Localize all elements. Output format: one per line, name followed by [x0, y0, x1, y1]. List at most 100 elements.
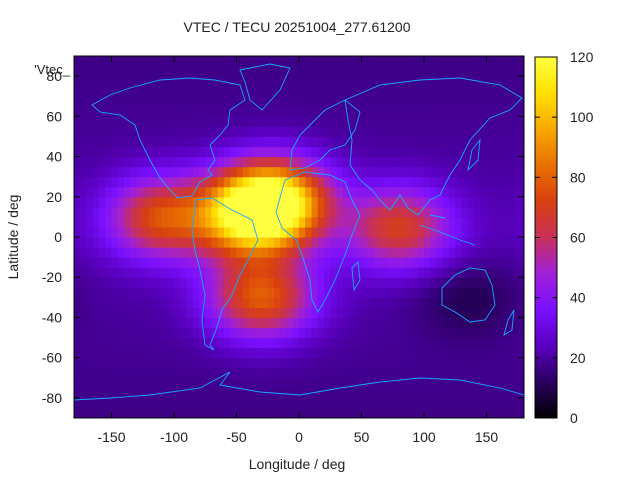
- heatmap-cell: [480, 347, 488, 359]
- heatmap-cell: [224, 116, 231, 127]
- heatmap-cell: [274, 166, 281, 178]
- heatmap-cell: [80, 397, 88, 409]
- heatmap-cell: [311, 277, 319, 288]
- heatmap-cell: [449, 337, 456, 349]
- heatmap-cell: [499, 277, 506, 288]
- heatmap-cell: [230, 347, 238, 359]
- heatmap-cell: [449, 196, 456, 208]
- heatmap-cell: [86, 166, 94, 178]
- heatmap-cell: [455, 367, 463, 379]
- heatmap-cell: [399, 247, 406, 258]
- heatmap-cell: [80, 186, 88, 198]
- heatmap-cell: [280, 116, 288, 127]
- heatmap-cell: [149, 297, 156, 308]
- heatmap-cell: [311, 237, 319, 248]
- heatmap-cell: [217, 146, 225, 158]
- heatmap-cell: [499, 66, 506, 77]
- heatmap-cell: [336, 186, 344, 198]
- heatmap-cell: [174, 277, 181, 288]
- heatmap-cell: [342, 186, 350, 198]
- heatmap-cell: [330, 56, 338, 67]
- heatmap-cell: [330, 237, 338, 248]
- heatmap-cell: [386, 247, 394, 258]
- heatmap-cell: [330, 307, 338, 319]
- heatmap-cell: [99, 56, 106, 67]
- heatmap-cell: [461, 86, 469, 97]
- heatmap-cell: [74, 257, 81, 268]
- heatmap-cell: [99, 176, 106, 188]
- heatmap-cell: [199, 66, 206, 77]
- heatmap-cell: [517, 267, 524, 278]
- heatmap-cell: [330, 116, 338, 127]
- heatmap-cell: [411, 307, 419, 319]
- heatmap-cell: [449, 126, 456, 138]
- heatmap-cell: [336, 106, 344, 117]
- heatmap-cell: [374, 367, 381, 379]
- heatmap-cell: [217, 186, 225, 198]
- heatmap-cell: [211, 176, 219, 188]
- heatmap-cell: [292, 126, 300, 138]
- heatmap-cell: [480, 196, 488, 208]
- heatmap-cell: [80, 106, 88, 117]
- heatmap-cell: [305, 297, 313, 308]
- heatmap-cell: [411, 126, 419, 138]
- heatmap-cell: [274, 297, 281, 308]
- heatmap-cell: [205, 267, 213, 278]
- heatmap-cell: [111, 357, 119, 369]
- heatmap-cell: [242, 196, 250, 208]
- heatmap-cell: [174, 397, 181, 409]
- heatmap-cell: [492, 327, 500, 339]
- heatmap-cell: [480, 327, 488, 339]
- heatmap-cell: [105, 237, 113, 248]
- heatmap-cell: [205, 146, 213, 158]
- heatmap-cell: [430, 126, 438, 138]
- heatmap-cell: [105, 287, 113, 298]
- heatmap-cell: [367, 277, 375, 288]
- heatmap-cell: [374, 136, 381, 148]
- heatmap-cell: [230, 226, 238, 238]
- heatmap-cell: [255, 126, 263, 138]
- heatmap-cell: [299, 86, 306, 97]
- heatmap-cell: [224, 86, 231, 97]
- heatmap-cell: [142, 86, 150, 97]
- heatmap-cell: [399, 76, 406, 87]
- heatmap-cell: [230, 237, 238, 248]
- heatmap-cell: [242, 257, 250, 268]
- heatmap-cell: [249, 317, 256, 329]
- heatmap-cell: [311, 66, 319, 77]
- heatmap-cell: [74, 237, 81, 248]
- heatmap-cell: [255, 277, 263, 288]
- heatmap-cell: [136, 106, 144, 117]
- heatmap-cell: [517, 357, 524, 369]
- heatmap-cell: [180, 267, 188, 278]
- heatmap-cell: [255, 367, 263, 379]
- heatmap-cell: [330, 287, 338, 298]
- heatmap-cell: [461, 367, 469, 379]
- heatmap-cell: [205, 297, 213, 308]
- heatmap-cell: [261, 226, 269, 238]
- heatmap-cell: [217, 317, 225, 329]
- heatmap-cell: [224, 66, 231, 77]
- heatmap-cell: [124, 76, 131, 87]
- heatmap-cell: [349, 347, 356, 359]
- heatmap-cell: [367, 146, 375, 158]
- heatmap-cell: [249, 407, 256, 418]
- heatmap-cell: [505, 377, 513, 389]
- heatmap-cell: [336, 257, 344, 268]
- heatmap-cell: [205, 307, 213, 319]
- heatmap-cell: [424, 136, 431, 148]
- heatmap-cell: [355, 397, 363, 409]
- heatmap-cell: [174, 126, 181, 138]
- heatmap-cell: [405, 116, 413, 127]
- heatmap-cell: [174, 226, 181, 238]
- heatmap-cell: [174, 257, 181, 268]
- heatmap-cell: [80, 277, 88, 288]
- heatmap-cell: [511, 216, 519, 228]
- heatmap-cell: [236, 367, 244, 379]
- heatmap-cell: [124, 397, 131, 409]
- heatmap-cell: [174, 367, 181, 379]
- heatmap-cell: [486, 387, 494, 399]
- heatmap-cell: [449, 397, 456, 409]
- heatmap-cell: [299, 267, 306, 278]
